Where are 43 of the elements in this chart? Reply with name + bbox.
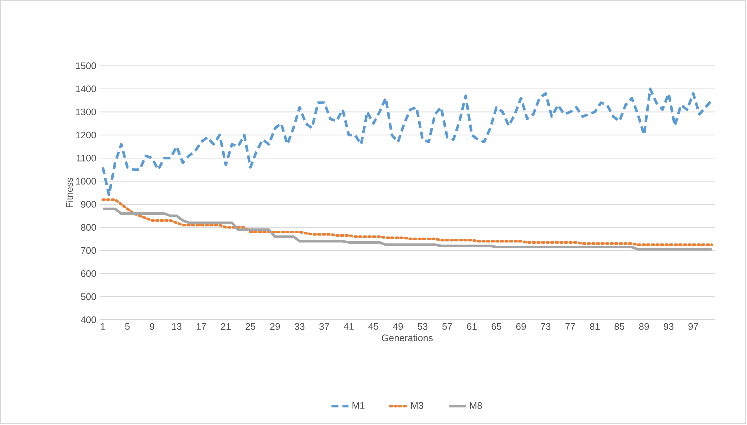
x-tick-label: 9 <box>150 323 154 330</box>
x-tick-label: 5 <box>125 323 130 330</box>
x-tick-label: 73 <box>541 323 551 330</box>
x-tick-label: 85 <box>614 323 625 330</box>
y-tick-label: 600 <box>81 270 96 278</box>
y-tick-label: 800 <box>81 224 96 231</box>
x-tick-label: 77 <box>566 323 576 330</box>
x-tick-label: 61 <box>467 323 477 330</box>
y-tick-label: 1500 <box>76 62 96 70</box>
y-tick-label: 700 <box>81 247 96 254</box>
y-tick-label: 1400 <box>76 86 96 92</box>
x-tick-label: 41 <box>344 323 354 330</box>
x-tick-label: 97 <box>688 323 698 330</box>
x-tick-label: 69 <box>516 323 526 330</box>
y-tick-label: 1300 <box>76 108 96 116</box>
x-tick-label: 89 <box>639 323 650 330</box>
x-tick-label: 25 <box>246 323 256 330</box>
x-tick-label: 37 <box>320 323 330 330</box>
y-axis-title: Fitness <box>66 178 74 208</box>
legend-label: M8 <box>470 402 482 410</box>
x-tick-label: 93 <box>664 323 674 330</box>
line-series <box>102 88 714 197</box>
y-tick-label: 900 <box>81 201 96 208</box>
x-tick-label: 21 <box>221 323 231 330</box>
y-tick-label: 1200 <box>76 132 96 139</box>
legend-label: M3 <box>412 402 424 410</box>
y-tick-label: 1100 <box>77 155 96 162</box>
legend-label: M1 <box>352 402 365 409</box>
x-tick-label: 81 <box>590 323 600 330</box>
x-tick-label: 45 <box>368 323 379 330</box>
x-tick-label: 1 <box>101 323 106 330</box>
y-tick-label: 400 <box>81 316 96 324</box>
x-axis-title: Generations <box>382 334 433 342</box>
y-tick-label: 1000 <box>76 178 96 185</box>
x-tick-label: 65 <box>492 323 502 330</box>
x-tick-label: 17 <box>196 323 206 330</box>
x-tick-label: 33 <box>294 323 305 330</box>
x-tick-label: 29 <box>270 323 280 330</box>
x-tick-label: 13 <box>172 323 182 330</box>
x-tick-label: 57 <box>442 323 452 330</box>
y-tick-label: 500 <box>81 294 96 300</box>
x-tick-label: 53 <box>418 323 428 330</box>
x-tick-label: 49 <box>393 323 404 330</box>
